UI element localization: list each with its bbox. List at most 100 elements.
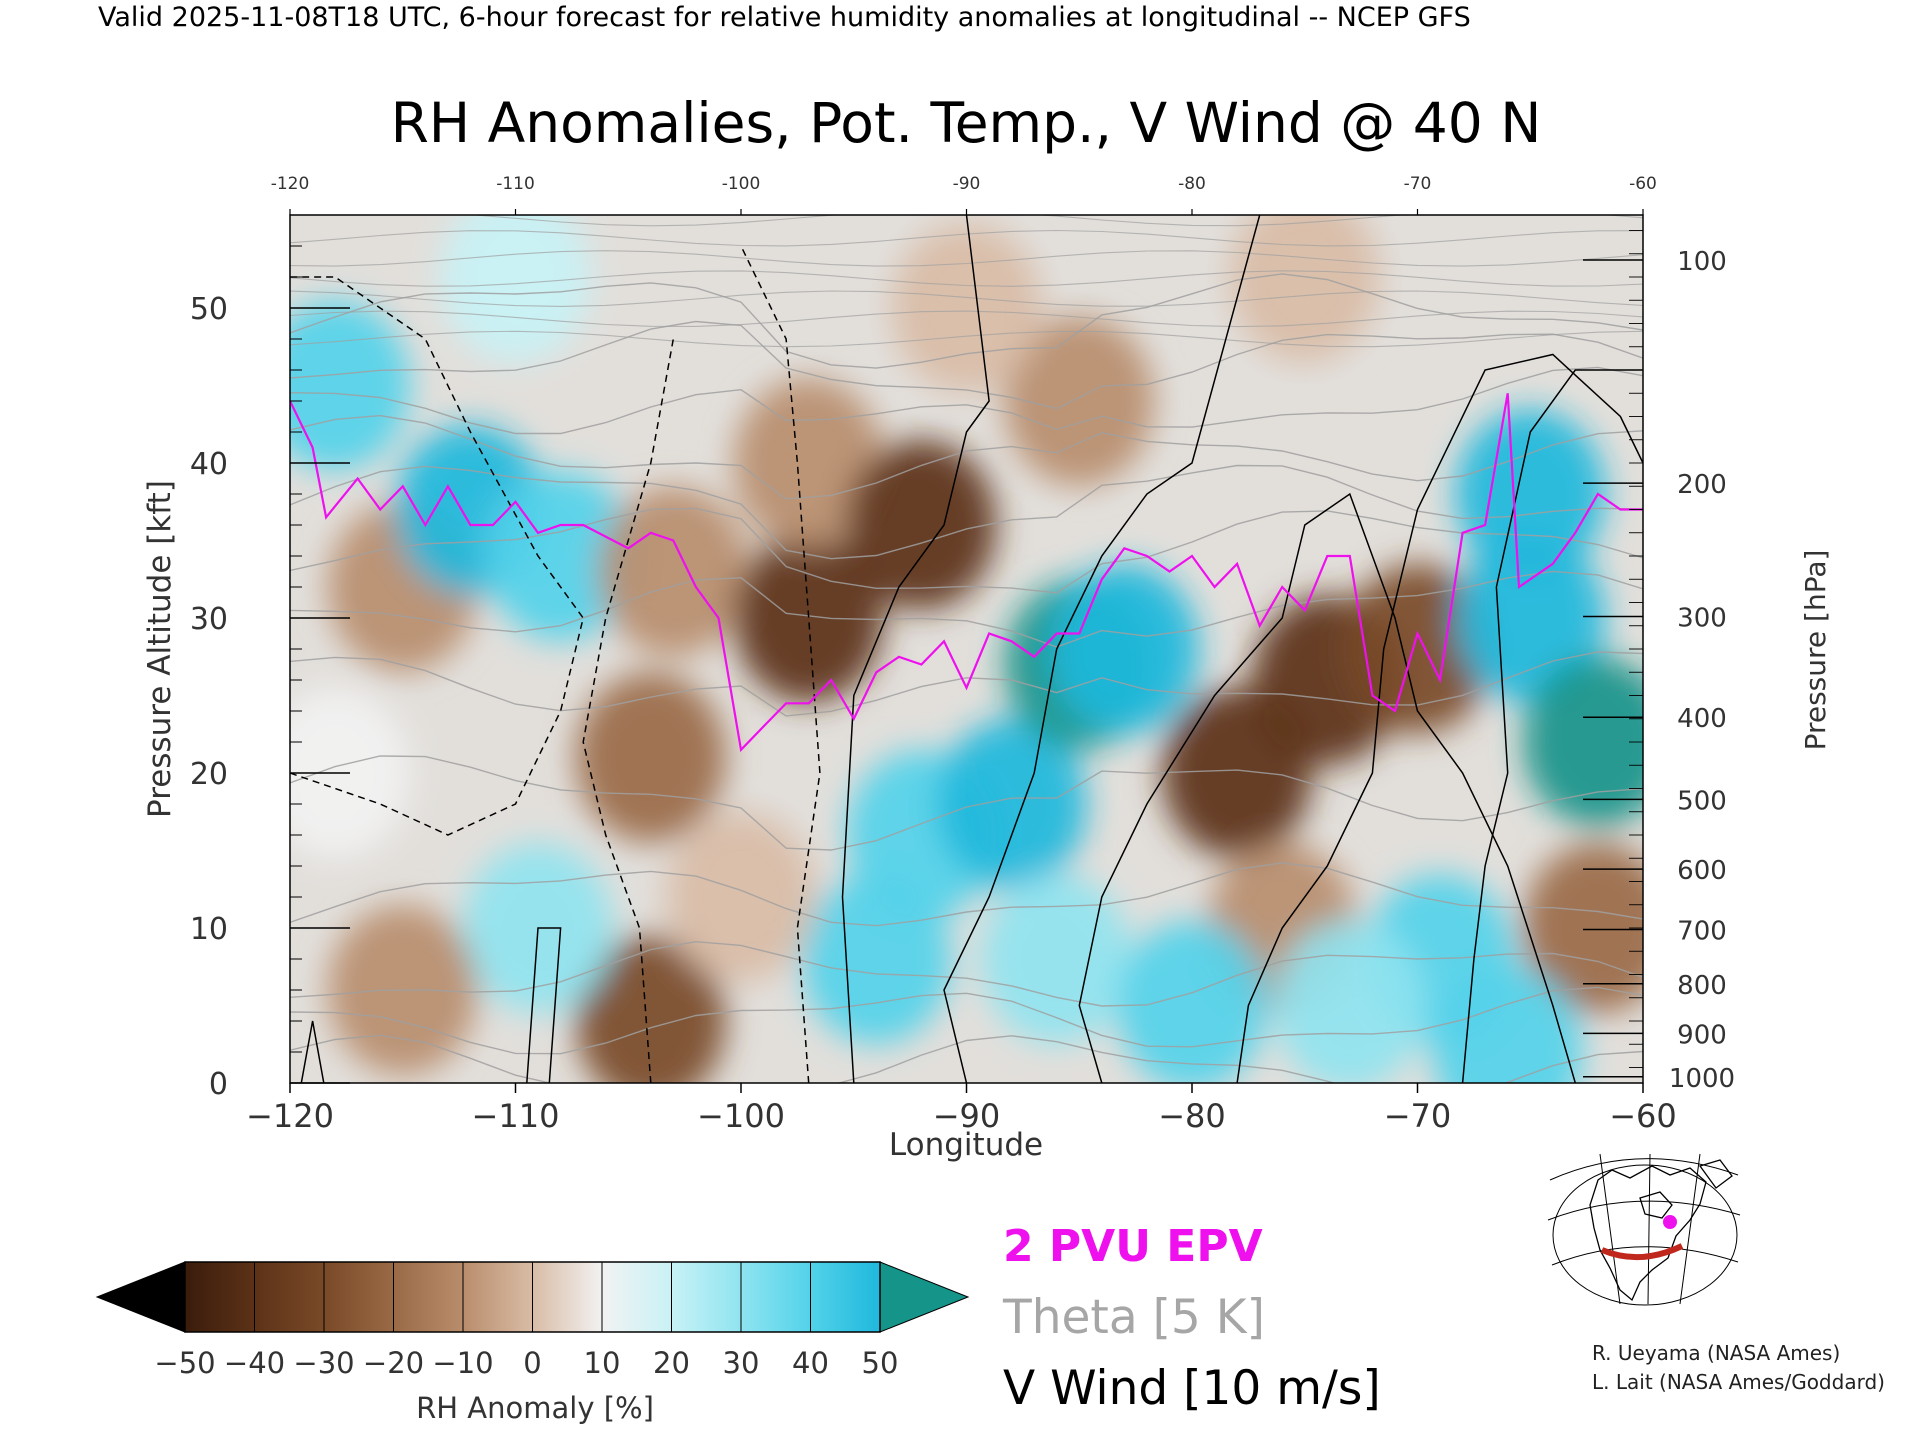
colorbar-segment (602, 1262, 672, 1332)
colorbar-segment (254, 1262, 325, 1332)
rh-blob (575, 936, 726, 1083)
colorbar-tick-label: −10 (432, 1346, 493, 1380)
x-tick-label: −90 (933, 1097, 1001, 1135)
colorbar-segment (810, 1262, 881, 1332)
rh-blob (1455, 533, 1606, 703)
x-tick-label: −60 (1609, 1097, 1677, 1135)
vwind-contour (300, 1020, 325, 1083)
rh-blob (846, 440, 997, 610)
colorbar-tick-label: 10 (584, 1346, 621, 1380)
top-tick-label: -60 (1629, 174, 1657, 194)
y-tick-label: 30 (190, 602, 228, 637)
colorbar-tick-label: −20 (363, 1346, 424, 1380)
forecast-header: Valid 2025-11-08T18 UTC, 6-hour forecast… (98, 2, 1471, 33)
rh-blob (891, 223, 1042, 393)
x-tick-label: −100 (697, 1097, 785, 1135)
rh-blob (936, 719, 1087, 889)
rh-blob (290, 300, 411, 471)
colorbar-tick-label: 0 (523, 1346, 541, 1380)
theta-contour (290, 651, 1643, 717)
epv-contour (290, 393, 1643, 753)
pressure-tick-label: 500 (1677, 786, 1727, 816)
colorbar-segment (532, 1262, 603, 1332)
colorbar-tick-label: 20 (653, 1346, 690, 1380)
colorbar-segment (463, 1262, 533, 1332)
theta-contour (290, 290, 1643, 307)
theta-contour (290, 330, 1643, 348)
legend-epv: 2 PVU EPV (1003, 1221, 1263, 1272)
rh-blob (981, 874, 1132, 1044)
colorbar-tick-label: 30 (723, 1346, 760, 1380)
legend-vwind: V Wind [10 m/s] (1003, 1361, 1381, 1416)
top-tick-label: -90 (953, 174, 981, 194)
pressure-tick-label: 1000 (1669, 1064, 1735, 1094)
chart-title: RH Anomalies, Pot. Temp., V Wind @ 40 N (391, 91, 1542, 155)
theta-contour (290, 366, 1643, 435)
rh-blob (733, 378, 884, 548)
rh-blob (1522, 843, 1643, 1013)
credit-line-1: R. Ueyama (NASA Ames) (1592, 1341, 1841, 1365)
theta-contour (290, 250, 1643, 267)
vwind-contour (841, 215, 990, 1083)
colorbar: −50 −40 −30 −20 −10 0 10 20 30 40 50 (95, 1261, 970, 1380)
rh-blob (666, 812, 816, 982)
vwind-contours (290, 215, 1643, 1083)
y-axis-label: Pressure Altitude [kft] (142, 480, 178, 818)
vwind-contour (1236, 353, 1643, 1083)
pressure-tick-label: 400 (1677, 704, 1727, 734)
rh-blob (1229, 215, 1380, 362)
y-tick-label: 20 (190, 757, 228, 792)
pressure-tick-label: 900 (1677, 1020, 1727, 1050)
theta-contours (290, 215, 1643, 1083)
colorbar-label: RH Anomaly [%] (416, 1391, 654, 1425)
theta-contour (290, 270, 1643, 287)
y-tick-label: 40 (190, 447, 228, 482)
rh-blob (1455, 409, 1606, 579)
rh-blob (1432, 967, 1583, 1083)
inset-map (1545, 1153, 1741, 1306)
epv-2pvu-line (290, 393, 1643, 753)
colorbar-tick-label: 50 (862, 1346, 899, 1380)
rh-blob (1004, 316, 1155, 486)
vwind-contour (582, 338, 675, 1083)
x-tick-label: −120 (246, 1097, 334, 1135)
pressure-tick-label: 600 (1677, 856, 1727, 886)
theta-contour (290, 229, 1643, 247)
y-tick-label: 50 (190, 292, 228, 327)
credit-line-2: L. Lait (NASA Ames/Goddard) (1592, 1370, 1885, 1394)
theta-contour (290, 570, 1643, 648)
colorbar-segment (671, 1262, 742, 1332)
vwind-contour (526, 927, 562, 1083)
pressure-tick-label: 300 (1677, 603, 1727, 633)
colorbar-tick-label: −30 (293, 1346, 354, 1380)
pressure-tick-label: 700 (1677, 917, 1727, 947)
rh-blob (733, 533, 884, 703)
axes: −120 -120 −110 -110 −100 -100 −90 -90 −80 -80 −70 -… (190, 174, 1735, 1135)
top-tick-label: -120 (271, 174, 310, 194)
colorbar-over-arrow (879, 1261, 970, 1333)
theta-contour (290, 320, 1643, 410)
vwind-contour (740, 245, 821, 1083)
x-tick-label: −70 (1384, 1097, 1452, 1135)
theta-contour (290, 940, 1643, 1007)
x-tick-label: −110 (472, 1097, 560, 1135)
theta-contour (290, 310, 1643, 328)
rh-blob (575, 672, 726, 843)
colorbar-tick-label: −40 (224, 1346, 285, 1380)
rh-blob (1049, 564, 1200, 734)
colorbar-segment (393, 1262, 464, 1332)
x-tick-label: −80 (1158, 1097, 1226, 1135)
top-tick-label: -110 (496, 174, 535, 194)
theta-contour (290, 755, 1643, 851)
pressure-tick-label: 200 (1677, 470, 1727, 500)
theta-contour (290, 273, 1643, 369)
rh-blob (598, 486, 749, 657)
theta-contour (290, 507, 1643, 594)
top-tick-label: -100 (722, 174, 761, 194)
pressure-tick-label: 100 (1677, 247, 1727, 277)
x-axis-label: Longitude (889, 1127, 1043, 1163)
vwind-contour (1078, 492, 1577, 1083)
top-tick-label: -80 (1178, 174, 1206, 194)
colorbar-tick-label: 40 (792, 1346, 829, 1380)
